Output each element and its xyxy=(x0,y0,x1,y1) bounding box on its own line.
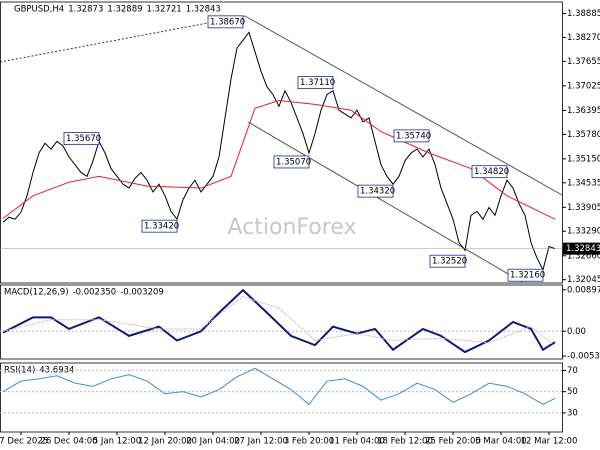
x-tick-label: 5 Mar 04:00 xyxy=(475,437,526,447)
series-line xyxy=(2,367,556,406)
x-tick-label: 12 Mar 12:00 xyxy=(521,437,578,447)
trend-line xyxy=(0,15,246,63)
pivot-box xyxy=(471,165,508,179)
pivot-label: 1.35740 xyxy=(396,131,431,141)
pivot-box xyxy=(429,254,466,268)
series-line xyxy=(2,99,556,220)
pivot-label: 1.34320 xyxy=(360,187,395,197)
x-tick-label: 5 Jan 12:00 xyxy=(93,437,141,447)
pivot-label: 1.32520 xyxy=(432,257,467,267)
y-tick-label: 1.38270 xyxy=(567,33,600,43)
y-tick-label: 30 xyxy=(567,408,578,418)
y-tick-label: 1.38885 xyxy=(567,9,600,19)
y-tick-label: -0.005356 xyxy=(567,352,600,362)
header-value: 1.32721 xyxy=(147,5,182,15)
panel-title: MACD(12,26,9) xyxy=(4,288,69,298)
x-tick-label: 17 Dec 2025 xyxy=(0,437,48,447)
pivot-box xyxy=(507,268,544,282)
y-tick-label: 1.35150 xyxy=(567,154,600,164)
y-tick-label: 50 xyxy=(567,387,578,397)
y-tick-label: 0.008972 xyxy=(567,285,600,295)
y-tick-label: 1.32660 xyxy=(567,251,600,261)
pivot-box xyxy=(207,15,244,29)
panel-frame xyxy=(0,284,563,360)
pivot-box xyxy=(357,184,394,198)
panel-frame xyxy=(0,1,563,284)
x-tick-label: 11 Feb 04:00 xyxy=(329,437,385,447)
pivot-box xyxy=(141,219,178,233)
channel-upper xyxy=(244,15,563,196)
y-tick-label: 1.33290 xyxy=(567,227,600,237)
x-tick-label: 3 Feb 20:00 xyxy=(284,437,334,447)
pivot-label: 1.32160 xyxy=(510,271,545,281)
panel-title: GBPUSD,H4 xyxy=(14,5,64,15)
y-tick-label: 1.37655 xyxy=(567,57,600,67)
y-tick-label: 70 xyxy=(567,366,578,376)
pivot-label: 1.33420 xyxy=(144,222,179,232)
pivot-label: 1.35070 xyxy=(276,157,311,167)
x-tick-label: 20 Jan 04:00 xyxy=(186,437,240,447)
pivot-label: 1.38670 xyxy=(210,17,245,27)
x-tick-label: 12 Jan 20:00 xyxy=(138,437,192,447)
last-value-label: 1.32843 xyxy=(566,244,600,254)
x-tick-label: 27 Jan 12:00 xyxy=(234,437,288,447)
x-tick-label: 25 Feb 20:00 xyxy=(425,437,481,447)
x-tick-label: 18 Feb 12:00 xyxy=(377,437,433,447)
header-value: 1.32873 xyxy=(68,5,103,15)
y-tick-label: 1.34535 xyxy=(567,178,600,188)
header-value: -0.003209 xyxy=(120,288,164,298)
y-tick-label: 0.00 xyxy=(567,327,586,337)
x-tick-label: 26 Dec 04:00 xyxy=(40,437,97,447)
pivot-box xyxy=(297,76,334,89)
panel-frame xyxy=(0,362,563,433)
panel-title: RSI(14) xyxy=(4,366,35,376)
last-value-box xyxy=(563,242,600,255)
channel-lower xyxy=(247,121,523,283)
header-value: -0.002350 xyxy=(73,288,117,298)
pivot-box xyxy=(273,155,310,169)
y-tick-label: 1.32045 xyxy=(567,275,600,285)
pivot-box xyxy=(63,132,100,146)
header-value: 1.32843 xyxy=(186,5,221,15)
y-tick-label: 1.37025 xyxy=(567,81,600,91)
pivot-box xyxy=(393,129,430,143)
pivot-label: 1.35670 xyxy=(66,134,101,144)
header-value: 1.32889 xyxy=(107,5,142,15)
pivot-label: 1.34820 xyxy=(474,167,509,177)
pivot-label: 1.37110 xyxy=(300,78,335,88)
y-tick-label: 1.36395 xyxy=(567,106,600,116)
y-tick-label: 1.35780 xyxy=(567,130,600,140)
y-tick-label: 1.33905 xyxy=(567,203,600,213)
watermark: ActionForex xyxy=(228,215,357,240)
series-line xyxy=(2,296,556,347)
series-line xyxy=(2,31,556,272)
